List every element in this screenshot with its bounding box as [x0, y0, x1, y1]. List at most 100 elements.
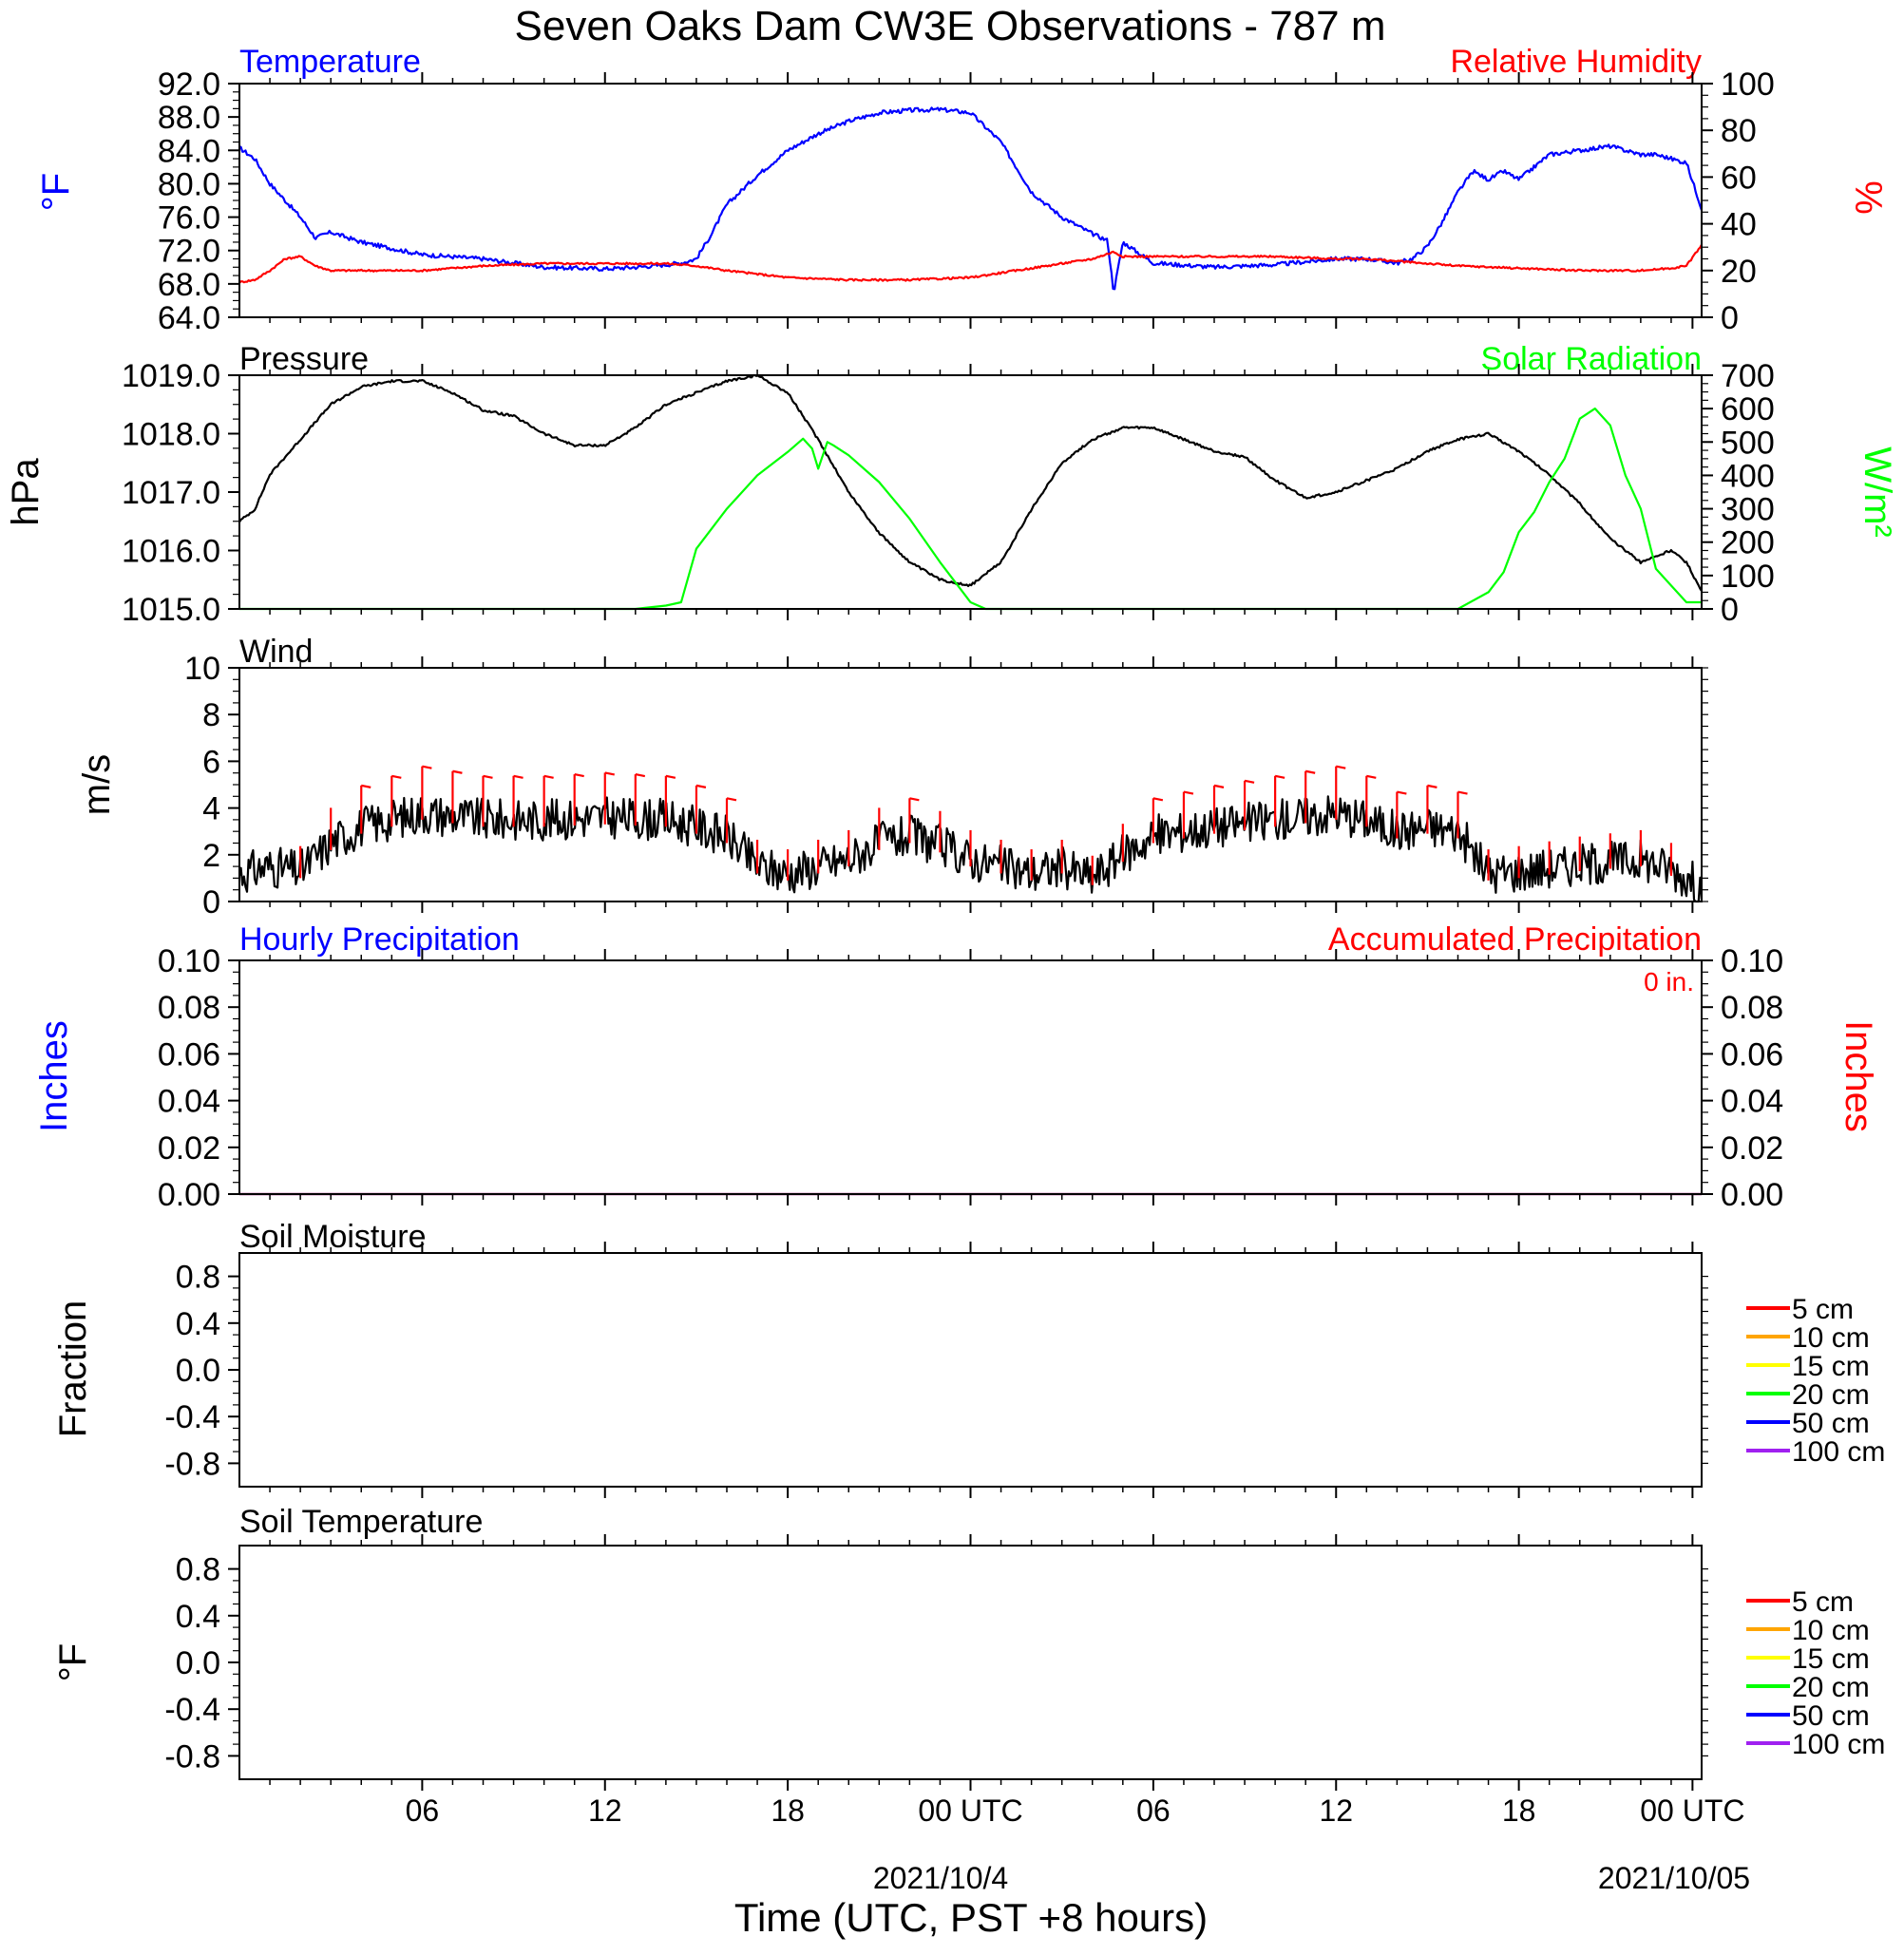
yticks-soil-temperature: 0.8 0.4 0.0 -0.4 -0.8	[164, 1552, 1708, 1775]
y-tick-label: 0.04	[1721, 1084, 1783, 1120]
ylabel-accum-precip: Inches	[1837, 1020, 1879, 1132]
y-tick-label: 400	[1721, 458, 1775, 494]
y-tick-label: 68.0	[158, 267, 220, 303]
y-tick-label: 72.0	[158, 234, 220, 270]
x-tick-label: 12	[588, 1794, 622, 1828]
yticks-pressure: 1019.0 1018.0 1017.0 1016.0 1015.0	[122, 358, 239, 628]
series-pressure	[238, 373, 1703, 592]
panel-frame	[238, 959, 1703, 1195]
series-solar-radiation	[239, 408, 1702, 611]
wind-barb-flag	[1244, 779, 1255, 784]
y-tick-label: 80	[1721, 113, 1757, 149]
x-tick-label: 06	[406, 1794, 440, 1828]
ylabel-solar: W/m²	[1856, 446, 1898, 538]
ylabel-hourly-precip: Inches	[33, 1020, 75, 1132]
legend-label: 20 cm	[1792, 1379, 1870, 1411]
wind-barbs	[299, 765, 1673, 885]
y-tick-label: -0.8	[164, 1738, 220, 1775]
y-tick-label: 0.06	[158, 1036, 220, 1072]
y-tick-label: 0	[1721, 592, 1739, 628]
panel-title-humidity: Relative Humidity	[1450, 44, 1702, 80]
ylabel-pressure: hPa	[5, 458, 47, 526]
y-tick-label: 0.8	[176, 1260, 220, 1296]
y-tick-label: 0.0	[176, 1353, 220, 1389]
x-tick-label: 00 UTC	[1640, 1794, 1744, 1828]
y-tick-label: 88.0	[158, 100, 220, 136]
y-tick-label: 0.02	[1721, 1130, 1783, 1167]
ylabel-humidity: %	[1847, 180, 1889, 215]
y-tick-label: 0.4	[176, 1599, 220, 1635]
panel-title-pressure: Pressure	[239, 341, 369, 377]
y-tick-label: 0.08	[158, 990, 220, 1026]
yticks-humidity: 100 80 60 40 20 0	[1702, 66, 1775, 336]
y-tick-label: 60	[1721, 160, 1757, 196]
wind-barb-flag	[543, 774, 554, 779]
series-temperature	[238, 106, 1704, 291]
y-tick-label: 200	[1721, 525, 1775, 561]
y-tick-label: 600	[1721, 391, 1775, 427]
y-tick-label: 1016.0	[122, 534, 220, 570]
y-tick-label: 40	[1721, 207, 1757, 243]
panel-title-accum-precip: Accumulated Precipitation	[1328, 921, 1702, 958]
x-tick-label: 18	[1502, 1794, 1536, 1828]
legend-label: 50 cm	[1792, 1408, 1870, 1439]
y-tick-label: 0	[1721, 300, 1739, 336]
legend-label: 5 cm	[1792, 1586, 1854, 1618]
y-tick-label: 300	[1721, 492, 1775, 528]
wind-barb-flag	[604, 771, 615, 776]
wind-barb-flag	[391, 774, 402, 779]
wind-barb-flag	[1304, 769, 1316, 774]
legend-label: 100 cm	[1792, 1436, 1885, 1468]
y-tick-label: 0.10	[158, 943, 220, 979]
panel-frame	[238, 83, 1703, 318]
panel-wind: Wind m/s 10 8 6 4 2 0	[76, 634, 1708, 921]
yticks-hourly-precip: 0.10 0.08 0.06 0.04 0.02 0.00	[158, 943, 239, 1213]
wind-barb-flag	[909, 797, 920, 802]
legend-label: 15 cm	[1792, 1643, 1870, 1675]
wind-barb-flag	[513, 774, 524, 779]
y-tick-label: 0.02	[158, 1130, 220, 1167]
x-tick-label: 12	[1319, 1794, 1353, 1828]
wind-barb-flag	[361, 784, 371, 788]
ylabel-soil-moisture: Fraction	[52, 1300, 94, 1438]
y-tick-label: 10	[184, 651, 220, 687]
ylabel-soil-temperature: °F	[52, 1643, 94, 1681]
wind-barb-flag	[483, 774, 493, 779]
y-tick-label: 0.0	[176, 1645, 220, 1681]
ylabel-wind: m/s	[76, 754, 118, 815]
wind-barb-flag	[665, 774, 676, 779]
panel-frame	[238, 1545, 1703, 1780]
panel-title-soil-moisture: Soil Moisture	[239, 1219, 427, 1255]
wind-barb-flag	[452, 769, 463, 774]
yticks-temperature: 92.088.084.080.076.072.068.064.0	[158, 66, 239, 336]
x-axis-date-1: 2021/10/4	[873, 1861, 1008, 1895]
y-tick-label: -0.4	[164, 1399, 220, 1435]
x-axis-ticks: 06 12 18 00 UTC 06 12 18 00 UTC	[269, 72, 1745, 1828]
wind-barb-flag	[1336, 765, 1346, 769]
y-tick-label: -0.8	[164, 1446, 220, 1482]
legend-label: 5 cm	[1792, 1294, 1854, 1325]
wind-barb-flag	[1366, 774, 1377, 779]
wind-barb-flag	[1397, 790, 1407, 795]
y-tick-label: 80.0	[158, 166, 220, 202]
y-tick-label: 1019.0	[122, 358, 220, 394]
y-tick-label: 500	[1721, 425, 1775, 461]
legend-label: 100 cm	[1792, 1729, 1885, 1760]
wind-barb-flag	[1274, 774, 1285, 779]
wind-barb-flag	[422, 765, 432, 769]
wind-barb-flag	[695, 784, 707, 788]
yticks-soil-moisture: 0.8 0.4 0.0 -0.4 -0.8	[164, 1260, 1708, 1482]
chart-title: Seven Oaks Dam CW3E Observations - 787 m	[515, 3, 1386, 49]
y-tick-label: 0.06	[1721, 1036, 1783, 1072]
y-tick-label: 0.10	[1721, 943, 1783, 979]
legend-label: 10 cm	[1792, 1615, 1870, 1646]
wind-barb-flag	[635, 773, 646, 778]
y-tick-label: 84.0	[158, 133, 220, 169]
x-tick-label: 06	[1136, 1794, 1171, 1828]
series-layer-pressure	[238, 373, 1703, 611]
y-tick-label: 100	[1721, 66, 1775, 103]
y-tick-label: 2	[202, 838, 220, 874]
wind-barb-flag	[574, 773, 584, 778]
